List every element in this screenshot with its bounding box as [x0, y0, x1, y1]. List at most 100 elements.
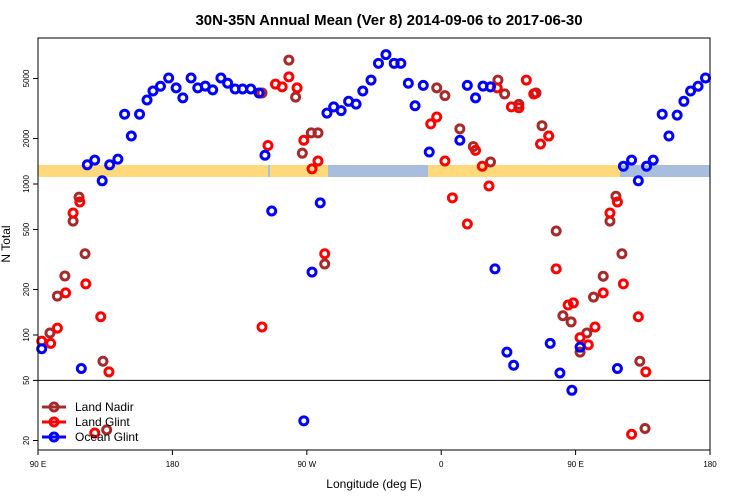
point — [656, 108, 668, 120]
point — [51, 322, 63, 334]
point — [611, 362, 623, 374]
point — [417, 79, 429, 91]
point — [470, 92, 482, 104]
land-band — [270, 165, 328, 177]
point — [104, 159, 116, 171]
point — [632, 311, 644, 323]
point — [67, 207, 79, 219]
point — [484, 81, 496, 93]
point — [640, 366, 652, 378]
point — [483, 180, 495, 192]
point — [508, 359, 520, 371]
point — [604, 207, 616, 219]
point — [588, 291, 600, 303]
point — [101, 424, 113, 436]
point — [256, 321, 268, 333]
point — [484, 156, 496, 168]
point — [597, 287, 609, 299]
point — [215, 72, 227, 84]
point — [319, 258, 331, 270]
plot-area — [36, 49, 712, 440]
point — [283, 71, 295, 83]
point — [312, 127, 324, 139]
point — [565, 316, 577, 328]
y-tick-label: 2000 — [22, 129, 31, 147]
point — [335, 105, 347, 117]
point — [74, 196, 86, 208]
point — [45, 337, 57, 349]
point — [528, 88, 540, 100]
point — [446, 192, 458, 204]
surface-band — [38, 165, 710, 177]
x-tick-label: 90 E — [30, 460, 46, 469]
legend-label: Land Nadir — [75, 400, 134, 414]
point — [319, 248, 331, 260]
point — [296, 147, 308, 159]
point — [276, 81, 288, 93]
point — [685, 85, 697, 97]
point — [632, 175, 644, 187]
point — [626, 428, 638, 440]
x-tick-label: 180 — [703, 460, 717, 469]
point — [439, 90, 451, 102]
point — [611, 196, 623, 208]
point — [170, 82, 182, 94]
x-axis-label: Longitude (deg E) — [326, 477, 421, 491]
point — [647, 154, 659, 166]
y-tick-label: 20 — [22, 435, 31, 444]
y-tick-label: 500 — [22, 222, 31, 236]
point — [409, 100, 421, 112]
y-tick-label: 1000 — [22, 175, 31, 193]
point — [266, 205, 278, 217]
point — [574, 346, 586, 358]
point — [147, 85, 159, 97]
point — [103, 366, 115, 378]
point — [617, 278, 629, 290]
point — [423, 146, 435, 158]
legend-label: Land Glint — [75, 415, 130, 429]
point — [290, 91, 302, 103]
point — [574, 332, 586, 344]
point — [75, 362, 87, 374]
point — [291, 82, 303, 94]
point — [550, 225, 562, 237]
y-tick-label: 100 — [22, 328, 31, 342]
point — [700, 72, 712, 84]
point — [550, 263, 562, 275]
point — [112, 153, 124, 165]
point — [610, 190, 622, 202]
point — [119, 108, 131, 120]
point — [262, 139, 274, 151]
point — [283, 54, 295, 66]
point — [501, 346, 513, 358]
point — [298, 415, 310, 427]
point — [372, 57, 384, 69]
point — [395, 57, 407, 69]
point — [96, 175, 108, 187]
point — [557, 310, 569, 322]
point — [461, 79, 473, 91]
point — [154, 80, 166, 92]
point — [163, 72, 175, 84]
point — [554, 367, 566, 379]
y-tick-label: 50 — [22, 375, 31, 384]
point — [617, 160, 629, 172]
legend-marker — [48, 401, 60, 413]
legend-marker — [48, 431, 60, 443]
point — [671, 109, 683, 121]
point — [306, 163, 318, 175]
point — [425, 118, 437, 130]
point — [678, 95, 690, 107]
point — [59, 270, 71, 282]
point — [97, 355, 109, 367]
point — [298, 134, 310, 146]
point — [454, 134, 466, 146]
land-band — [38, 165, 268, 177]
point — [81, 159, 93, 171]
point — [470, 144, 482, 156]
point — [73, 191, 85, 203]
point — [616, 248, 628, 260]
point — [95, 311, 107, 323]
point — [44, 327, 56, 339]
